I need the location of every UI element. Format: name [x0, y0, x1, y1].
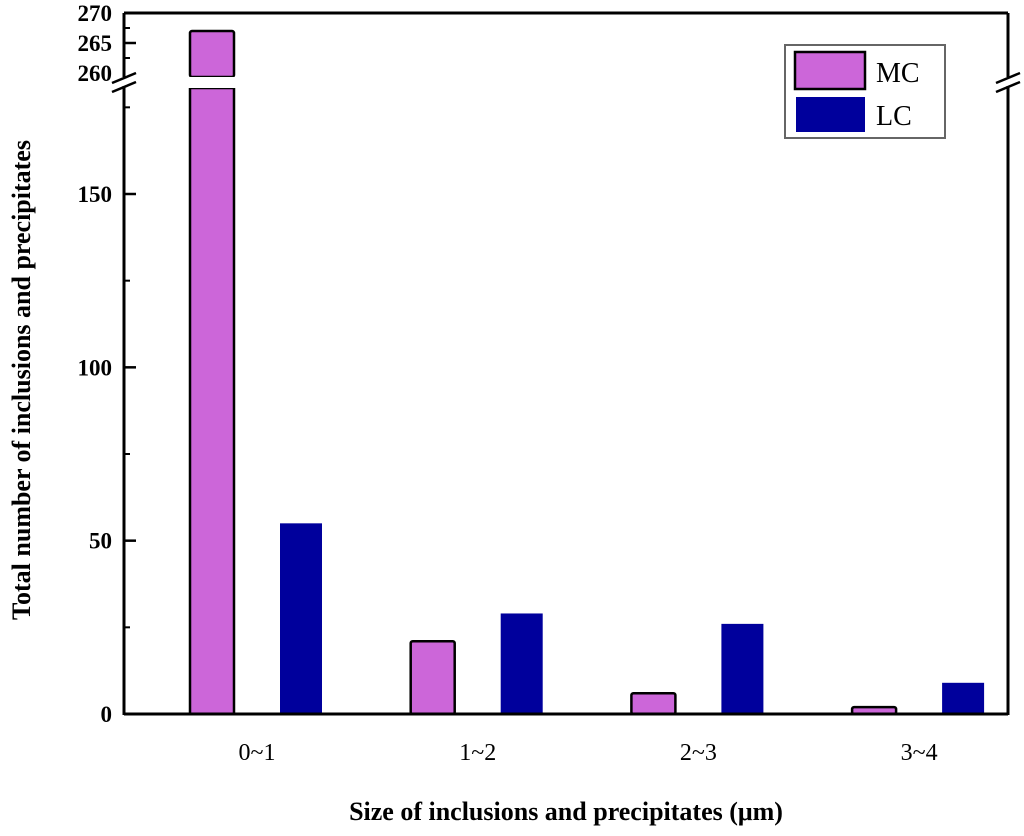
y-tick-label: 100: [78, 355, 113, 380]
y-axis-title: Total number of inclusions and precipita…: [7, 140, 36, 620]
y-tick-label: 270: [78, 1, 113, 26]
x-tick-label: 2~3: [680, 740, 717, 766]
bar-mc-1~2: [409, 639, 456, 716]
y-tick-label: 0: [101, 702, 113, 727]
legend: MC LC: [784, 44, 946, 139]
legend-swatch-mc: [793, 50, 867, 91]
x-tick-label: 0~1: [239, 740, 276, 766]
y-tick-label: 150: [78, 182, 113, 207]
bar-lc-0~1: [280, 523, 322, 714]
legend-swatch-lc: [796, 97, 865, 132]
bar-mc-0~1: [188, 86, 236, 716]
y-axis-break-mark: [111, 71, 137, 85]
legend-label-lc: LC: [876, 101, 912, 132]
bar-upper-mc-0~1: [188, 29, 236, 79]
legend-label-mc: MC: [876, 58, 920, 89]
bar-lc-1~2: [500, 613, 543, 714]
y-axis-break-mark: [111, 80, 137, 94]
right-axis-break-mark: [995, 80, 1021, 94]
bar-lc-2~3: [721, 623, 764, 714]
y-tick-label: 260: [78, 61, 113, 86]
x-tick-label: 3~4: [901, 740, 938, 766]
right-axis-break-mark: [995, 71, 1021, 85]
y-tick-label: 50: [89, 529, 112, 554]
bar-mc-2~3: [630, 691, 677, 716]
bar-lc-3~4: [942, 682, 985, 714]
y-tick-label: 265: [78, 31, 113, 56]
bar-break-gap: [187, 77, 237, 88]
x-tick-label: 1~2: [459, 740, 496, 766]
x-axis-title: Size of inclusions and precipitates (μm): [349, 797, 783, 826]
